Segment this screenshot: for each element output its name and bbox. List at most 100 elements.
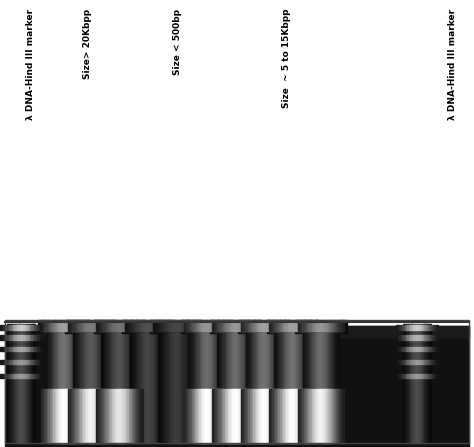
Bar (216, 389, 218, 443)
Bar (3, 335, 6, 340)
Bar (284, 389, 286, 443)
Bar (312, 389, 314, 443)
Bar (337, 333, 338, 389)
Bar (134, 323, 137, 331)
Bar (28, 324, 29, 443)
Bar (150, 320, 153, 333)
Bar (288, 333, 289, 389)
Bar (294, 320, 296, 333)
Bar (91, 389, 93, 443)
Bar (37, 360, 39, 364)
Bar (108, 323, 110, 331)
Bar (304, 333, 306, 389)
Bar (191, 389, 193, 443)
Bar (436, 325, 438, 330)
Bar (313, 389, 315, 443)
Bar (219, 389, 221, 443)
Bar (60, 320, 63, 333)
Bar (281, 320, 283, 333)
Bar (223, 323, 226, 331)
Bar (75, 389, 77, 443)
Bar (188, 320, 190, 333)
Bar (292, 389, 294, 443)
Bar (170, 320, 172, 333)
Bar (71, 323, 73, 331)
Bar (228, 323, 230, 331)
Bar (127, 389, 129, 443)
Bar (305, 320, 307, 333)
Bar (293, 333, 295, 389)
Bar (210, 333, 211, 389)
Bar (82, 323, 85, 331)
Bar (313, 320, 315, 333)
Bar (153, 320, 155, 333)
Bar (303, 389, 305, 443)
Bar (163, 320, 164, 333)
Bar (79, 389, 81, 443)
Bar (212, 323, 215, 331)
Bar (330, 323, 333, 331)
Bar (193, 320, 195, 333)
Bar (73, 389, 74, 443)
Bar (109, 320, 111, 333)
Bar (430, 325, 432, 330)
Bar (304, 320, 306, 333)
Bar (111, 333, 112, 389)
Bar (224, 320, 226, 333)
Bar (141, 333, 142, 443)
Bar (100, 389, 102, 443)
Bar (229, 320, 231, 333)
Bar (413, 325, 416, 330)
Bar (5, 326, 469, 447)
Bar (315, 333, 316, 389)
Bar (0, 0, 474, 326)
Bar (426, 324, 427, 443)
Bar (119, 323, 122, 331)
Bar (38, 320, 40, 333)
Bar (433, 325, 435, 330)
Bar (119, 333, 121, 389)
Bar (311, 389, 313, 443)
Bar (410, 374, 413, 378)
Bar (167, 320, 169, 333)
Bar (306, 323, 309, 331)
Bar (5, 326, 469, 337)
Bar (52, 323, 55, 331)
Bar (256, 323, 259, 331)
Bar (15, 374, 17, 378)
Bar (140, 320, 142, 333)
Bar (307, 333, 308, 389)
Bar (283, 389, 285, 443)
Bar (202, 323, 205, 331)
Bar (280, 320, 283, 333)
Bar (304, 389, 306, 443)
Text: Size < 500bp: Size < 500bp (173, 9, 182, 75)
Bar (76, 333, 78, 389)
Bar (80, 333, 82, 389)
Bar (51, 333, 52, 389)
Bar (75, 320, 77, 333)
Bar (24, 324, 25, 443)
Bar (98, 333, 100, 389)
Bar (303, 333, 305, 389)
Bar (52, 333, 53, 389)
Bar (62, 323, 64, 331)
Bar (44, 389, 46, 443)
Bar (241, 389, 243, 443)
Bar (77, 389, 79, 443)
Bar (136, 323, 138, 331)
Bar (202, 333, 204, 389)
Bar (138, 389, 140, 443)
Bar (86, 323, 89, 331)
Bar (194, 333, 195, 389)
Bar (197, 323, 200, 331)
Bar (253, 333, 255, 389)
Bar (162, 323, 164, 331)
Bar (190, 320, 192, 333)
Bar (274, 320, 276, 333)
Bar (33, 324, 35, 443)
Bar (160, 323, 163, 331)
Bar (95, 320, 97, 333)
Bar (307, 323, 310, 331)
Bar (253, 389, 254, 443)
